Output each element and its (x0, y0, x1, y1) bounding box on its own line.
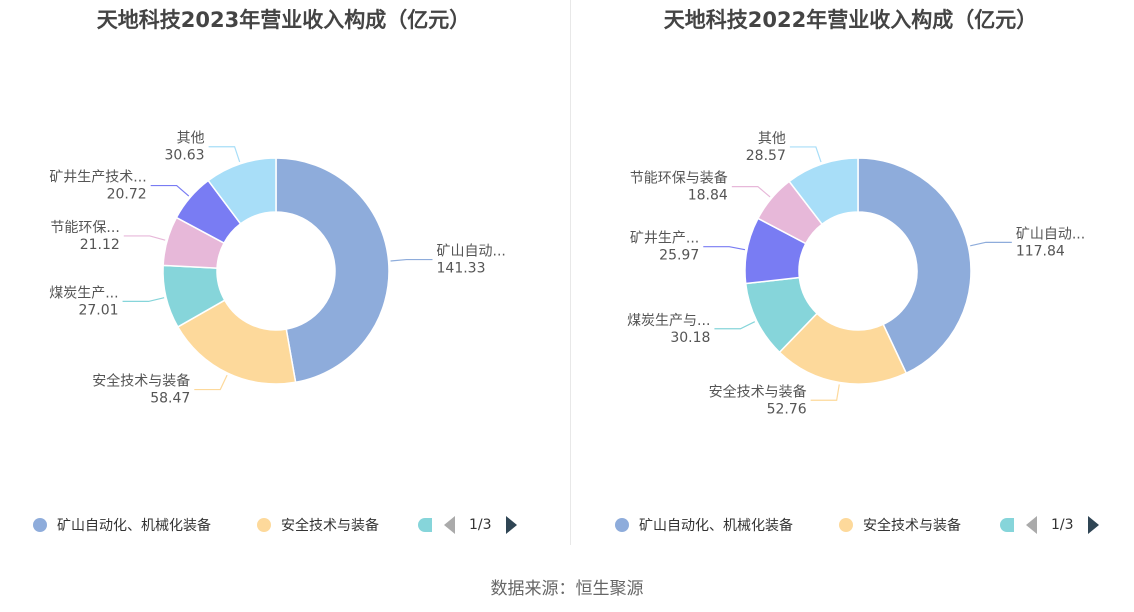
legend-dot (839, 518, 853, 532)
legend-item-safety-equipment[interactable]: 安全技术与装备 (257, 512, 379, 538)
legend-dot (418, 518, 432, 532)
slice-name-label: 矿井生产... (630, 231, 699, 247)
chart-title: 天地科技2022年营业收入构成（亿元） (663, 8, 1038, 32)
panel-divider (570, 0, 571, 545)
slice-name-label: 节能环保... (50, 220, 119, 236)
donut-slice-0[interactable] (857, 157, 972, 375)
label-leader-line (703, 246, 746, 251)
slice-name-label: 矿山自动... (437, 244, 506, 260)
slice-value-label: 18.84 (688, 188, 728, 204)
legend: 矿山自动化、机械化装备 安全技术与装备 1/3 (567, 512, 1134, 538)
legend-dot (33, 518, 47, 532)
label-leader-line (789, 146, 822, 163)
slice-value-label: 117.84 (1016, 243, 1065, 259)
label-leader-line (810, 384, 840, 401)
chart-panel-2023: 天地科技2023年营业收入构成（亿元） 矿山自动... 141.33 安全技术与装备… (0, 0, 567, 545)
legend-dot (615, 518, 629, 532)
prev-page-icon[interactable] (444, 516, 455, 534)
label-leader-line (208, 146, 241, 163)
slice-value-label: 30.18 (670, 330, 710, 346)
legend-dot (257, 518, 271, 532)
legend-label: 安全技术与装备 (863, 518, 961, 534)
slice-name-label: 其他 (177, 131, 205, 147)
legend-page-indicator: 1/3 (469, 517, 492, 533)
legend-item-safety-equipment[interactable]: 安全技术与装备 (839, 512, 961, 538)
label-leader-line (970, 241, 1012, 247)
label-leader-line (150, 184, 190, 197)
slice-value-label: 25.97 (659, 248, 699, 264)
legend-pager: 1/3 (444, 512, 517, 538)
slice-name-label: 矿井生产技术... (49, 170, 146, 186)
chart-title: 天地科技2023年营业收入构成（亿元） (96, 8, 471, 32)
slice-value-label: 28.57 (746, 148, 786, 164)
slice-name-label: 矿山自动... (1016, 226, 1085, 242)
label-leader-line (122, 297, 165, 302)
prev-page-icon[interactable] (1026, 516, 1037, 534)
label-leader-line (731, 185, 771, 198)
slice-name-label: 安全技术与装备 (92, 373, 190, 390)
legend-item-mining-automation[interactable]: 矿山自动化、机械化装备 (33, 512, 211, 538)
slice-value-label: 52.76 (767, 401, 807, 417)
slice-value-label: 30.63 (165, 148, 205, 164)
slice-name-label: 其他 (758, 131, 786, 147)
legend-label: 矿山自动化、机械化装备 (639, 518, 793, 534)
slice-name-label: 煤炭生产... (49, 285, 118, 301)
slice-value-label: 27.01 (78, 302, 118, 318)
donut-slice-5[interactable] (788, 157, 859, 226)
legend-dot (1000, 518, 1014, 532)
slice-value-label: 58.47 (150, 391, 190, 407)
slice-value-label: 20.72 (107, 187, 147, 203)
legend-item-partial[interactable] (1000, 512, 1024, 538)
slice-value-label: 21.12 (80, 237, 120, 253)
legend-item-partial[interactable] (418, 512, 442, 538)
legend: 矿山自动化、机械化装备 安全技术与装备 1/3 (0, 512, 567, 538)
next-page-icon[interactable] (505, 516, 517, 534)
legend-pager: 1/3 (1026, 512, 1099, 538)
chart-panel-2022: 天地科技2022年营业收入构成（亿元） 矿山自动... 117.84 安全技术与装备… (567, 0, 1134, 545)
label-leader-line (390, 258, 433, 262)
slice-name-label: 安全技术与装备 (709, 383, 807, 400)
slice-value-label: 141.33 (437, 261, 486, 277)
legend-page-indicator: 1/3 (1051, 517, 1074, 533)
next-page-icon[interactable] (1087, 516, 1099, 534)
donut-slice-0[interactable] (275, 157, 390, 384)
label-leader-line (714, 321, 756, 330)
slice-name-label: 节能环保与装备 (630, 170, 728, 187)
donut-slice-5[interactable] (207, 157, 277, 225)
label-leader-line (123, 235, 166, 241)
legend-item-mining-automation[interactable]: 矿山自动化、机械化装备 (615, 512, 793, 538)
label-leader-line (194, 374, 228, 391)
legend-label: 矿山自动化、机械化装备 (57, 518, 211, 534)
data-source-footer: 数据来源：恒生聚源 (490, 579, 644, 599)
slice-name-label: 煤炭生产与... (627, 313, 710, 329)
legend-label: 安全技术与装备 (281, 518, 379, 534)
